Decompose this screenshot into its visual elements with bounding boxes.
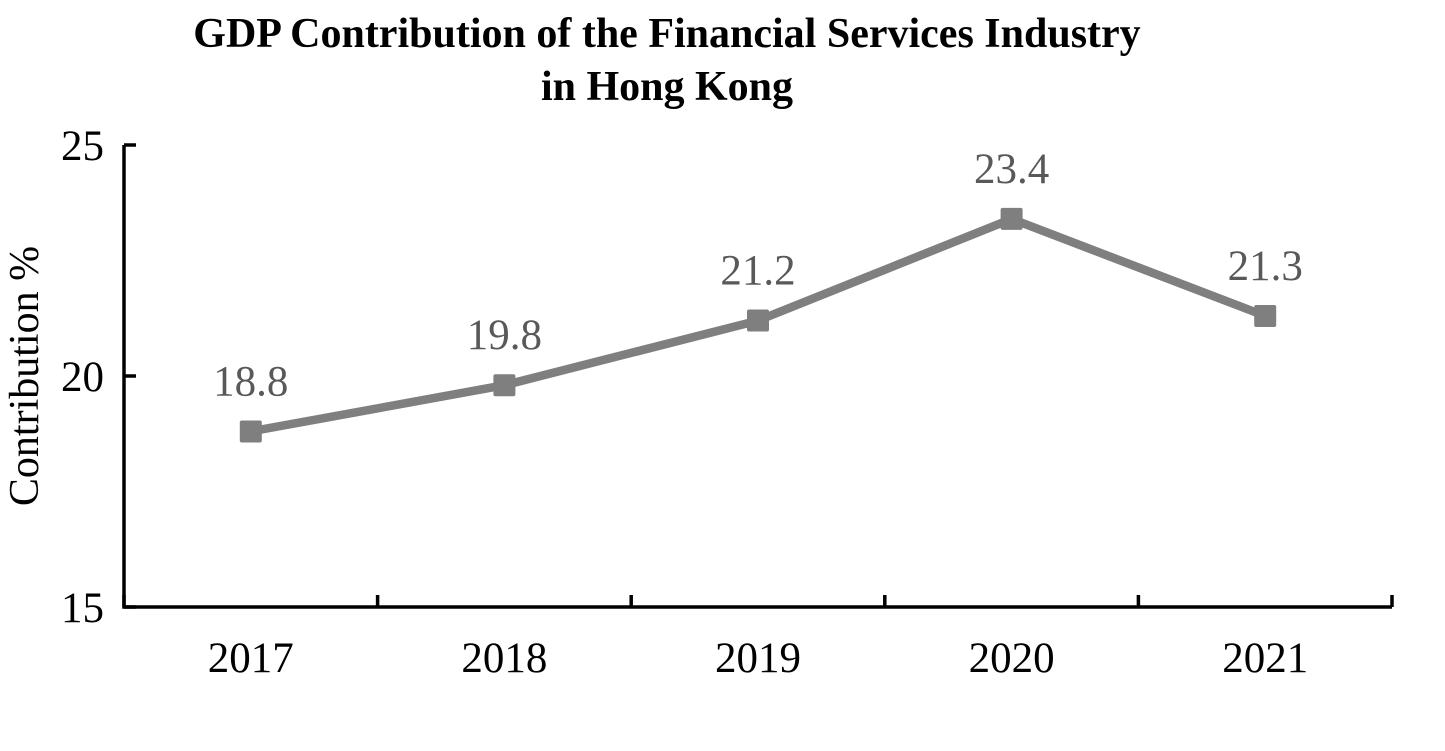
y-axis-tick-label: 20 bbox=[61, 354, 104, 401]
x-axis-category-label: 2019 bbox=[715, 635, 801, 682]
data-point-label: 21.2 bbox=[720, 248, 795, 295]
data-point-label: 19.8 bbox=[467, 312, 542, 359]
data-point-label: 21.3 bbox=[1228, 243, 1303, 290]
y-axis-title: Contribution % bbox=[2, 246, 48, 506]
chart-title-line-1: GDP Contribution of the Financial Servic… bbox=[193, 11, 1140, 57]
data-point-marker bbox=[1254, 304, 1277, 327]
x-axis-category-label: 2018 bbox=[461, 635, 547, 682]
data-point-label: 18.8 bbox=[213, 358, 288, 405]
data-point-marker bbox=[1000, 207, 1023, 230]
chart-title-line-2: in Hong Kong bbox=[541, 64, 793, 110]
x-axis-category-label: 2020 bbox=[969, 635, 1055, 682]
data-point-label: 23.4 bbox=[974, 146, 1049, 193]
data-point-marker bbox=[239, 420, 262, 443]
x-axis-category-label: 2017 bbox=[208, 635, 294, 682]
data-point-marker bbox=[747, 309, 769, 332]
axis-lines bbox=[122, 145, 1392, 609]
y-axis-tick-label: 25 bbox=[61, 123, 104, 170]
y-axis-tick-label: 15 bbox=[61, 585, 104, 632]
plot-area: 15 20 25 2017 2018 2019 2020 2021 18.8 19.8 21.2 23… bbox=[61, 123, 1394, 682]
x-axis-category-label: 2021 bbox=[1222, 635, 1308, 682]
data-point-marker bbox=[493, 374, 516, 397]
